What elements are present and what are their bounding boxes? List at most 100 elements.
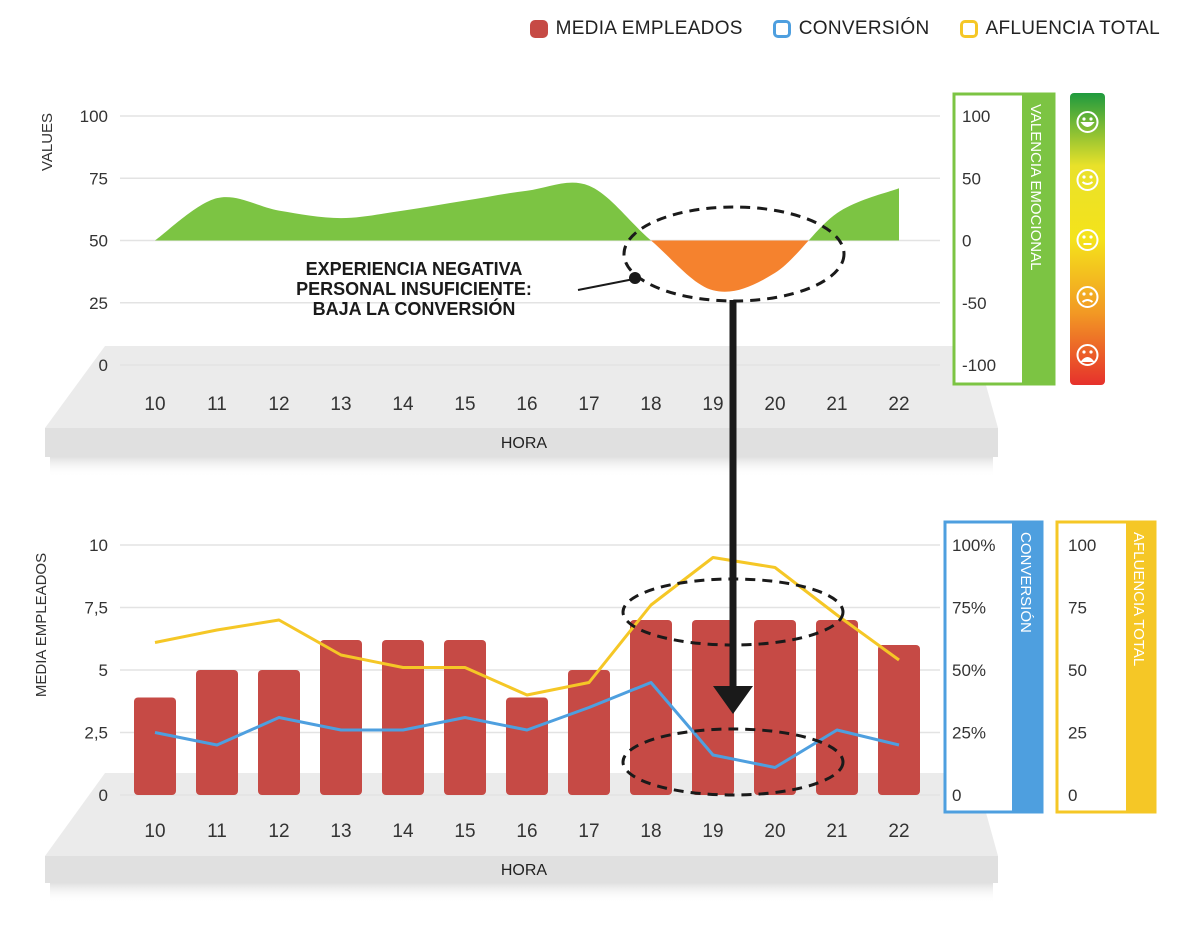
top-x-tick-label: 12 bbox=[268, 394, 289, 415]
employees-bar bbox=[134, 697, 176, 795]
legend-swatch-conversion bbox=[772, 20, 791, 38]
happy-face-icon bbox=[1076, 169, 1099, 191]
bottom-x-tick-label: 20 bbox=[764, 821, 785, 842]
employees-bar bbox=[320, 640, 362, 795]
top-x-tick-label: 22 bbox=[888, 394, 909, 415]
bottom-y-tick-label: 10 bbox=[89, 536, 108, 555]
bottom-y-tick-label: 2,5 bbox=[84, 724, 108, 743]
employees-bar bbox=[630, 620, 672, 795]
conversion-tick-label: 25% bbox=[952, 724, 986, 743]
bottom-platform-front bbox=[45, 856, 998, 883]
top-x-tick-label: 17 bbox=[578, 394, 599, 415]
annotation-leader-line bbox=[577, 278, 635, 291]
very-sad-face-icon-mouth bbox=[1080, 357, 1095, 362]
bottom-x-tick-label: 22 bbox=[888, 821, 909, 842]
top-y-tick-label: 75 bbox=[89, 169, 108, 188]
connector-arrow-head bbox=[713, 686, 753, 714]
afluencia-tick-label: 75 bbox=[1068, 599, 1087, 618]
afluencia-axis-label: AFLUENCIA TOTAL bbox=[1130, 532, 1147, 666]
legend-label-conversion: CONVERSIÓN bbox=[798, 18, 930, 39]
bottom-x-tick-label: 19 bbox=[702, 821, 723, 842]
afluencia-tick-label: 25 bbox=[1068, 724, 1087, 743]
very-sad-face-icon-outline bbox=[1076, 344, 1099, 366]
legend-swatch-afluencia bbox=[959, 20, 978, 38]
legend-item-afluencia: AFLUENCIA TOTAL bbox=[959, 18, 1161, 40]
bottom-y-tick-label: 7,5 bbox=[84, 599, 108, 618]
legend-swatch-media-empleados bbox=[529, 20, 548, 38]
conversion-line bbox=[154, 681, 900, 769]
emotion-scale-bar bbox=[1070, 93, 1105, 385]
top-x-tick-label: 15 bbox=[454, 394, 475, 415]
valence-tick-label: -50 bbox=[962, 294, 987, 313]
happy-face-icon-mouth bbox=[1081, 181, 1094, 185]
happy-face-icon-eye-right bbox=[1089, 175, 1093, 179]
employees-bar bbox=[692, 620, 734, 795]
top-x-tick-label: 16 bbox=[516, 394, 537, 415]
neutral-face-icon-eye-right bbox=[1089, 235, 1093, 239]
bottom-x-tick-label: 18 bbox=[640, 821, 661, 842]
sad-face-icon-mouth bbox=[1081, 299, 1094, 303]
neutral-face-icon-eye-left bbox=[1082, 235, 1086, 239]
top-x-tick-label: 13 bbox=[330, 394, 351, 415]
valence-axis-band bbox=[1022, 94, 1054, 384]
valence-tick-label: 100 bbox=[962, 107, 990, 126]
very-happy-face-icon-eye-right bbox=[1089, 117, 1093, 121]
very-happy-face-icon-mouth bbox=[1080, 122, 1095, 127]
top-platform-shadow bbox=[50, 457, 993, 477]
top-x-tick-label: 18 bbox=[640, 394, 661, 415]
top-y-tick-label: 100 bbox=[80, 107, 108, 126]
afluencia-total-line bbox=[154, 556, 900, 697]
annotation-text-line: PERSONAL INSUFICIENTE: bbox=[296, 279, 532, 299]
very-happy-face-icon bbox=[1076, 111, 1099, 133]
conversion-tick-label: 100% bbox=[952, 536, 995, 555]
afluencia-axis-band bbox=[1126, 522, 1155, 812]
bottom-x-tick-label: 13 bbox=[330, 821, 351, 842]
top-y-tick-label: 25 bbox=[89, 294, 108, 313]
valence-tick-label: -100 bbox=[962, 356, 996, 375]
top-y-tick-label: 0 bbox=[99, 356, 108, 375]
sad-face-icon bbox=[1076, 286, 1099, 308]
conversion-axis-band bbox=[1012, 522, 1042, 812]
bottom-x-tick-label: 17 bbox=[578, 821, 599, 842]
bottom-platform-shadow bbox=[50, 883, 993, 903]
afluencia-tick-label: 100 bbox=[1068, 536, 1096, 555]
employees-bar bbox=[816, 620, 858, 795]
bottom-x-tick-label: 16 bbox=[516, 821, 537, 842]
sad-face-icon-eye-left bbox=[1082, 292, 1086, 296]
employees-bar bbox=[382, 640, 424, 795]
very-sad-face-icon bbox=[1076, 344, 1099, 366]
neutral-face-icon-outline bbox=[1076, 229, 1099, 251]
bottom-x-axis-label: HORA bbox=[501, 862, 548, 879]
afluencia-tick-label: 0 bbox=[1068, 786, 1077, 805]
sad-face-icon-eye-right bbox=[1089, 292, 1093, 296]
bottom-x-tick-label: 12 bbox=[268, 821, 289, 842]
bottom-x-tick-label: 14 bbox=[392, 821, 414, 842]
very-sad-face-icon-eye-right bbox=[1089, 350, 1093, 354]
conversion-drop-ellipse bbox=[621, 727, 845, 797]
neutral-face-icon bbox=[1076, 229, 1099, 251]
employees-bar bbox=[568, 670, 610, 795]
employees-bar bbox=[506, 697, 548, 795]
valence-negative-area bbox=[155, 240, 899, 292]
bottom-y-axis-label: MEDIA EMPLEADOS bbox=[33, 553, 50, 697]
very-sad-face-icon-eye-left bbox=[1082, 350, 1086, 354]
employees-bar bbox=[196, 670, 238, 795]
top-x-tick-label: 20 bbox=[764, 394, 785, 415]
happy-face-icon-eye-left bbox=[1082, 175, 1086, 179]
chart-legend: MEDIA EMPLEADOS CONVERSIÓN AFLUENCIA TOT… bbox=[529, 18, 1161, 40]
top-y-axis-label: VALUES bbox=[39, 113, 56, 171]
bottom-y-tick-label: 0 bbox=[99, 786, 108, 805]
employees-bar bbox=[878, 645, 920, 795]
valence-tick-label: 0 bbox=[962, 232, 971, 251]
top-platform-top bbox=[45, 346, 998, 428]
conversion-tick-label: 50% bbox=[952, 661, 986, 680]
top-x-axis-label: HORA bbox=[501, 435, 548, 452]
legend-item-media-empleados: MEDIA EMPLEADOS bbox=[529, 18, 743, 40]
annotation-text-line: BAJA LA CONVERSIÓN bbox=[313, 298, 516, 319]
conversion-axis-label: CONVERSIÓN bbox=[1017, 532, 1034, 633]
conversion-tick-label: 75% bbox=[952, 599, 986, 618]
annotation-dot bbox=[629, 272, 641, 284]
bottom-x-tick-label: 15 bbox=[454, 821, 475, 842]
afluencia-tick-label: 50 bbox=[1068, 661, 1087, 680]
